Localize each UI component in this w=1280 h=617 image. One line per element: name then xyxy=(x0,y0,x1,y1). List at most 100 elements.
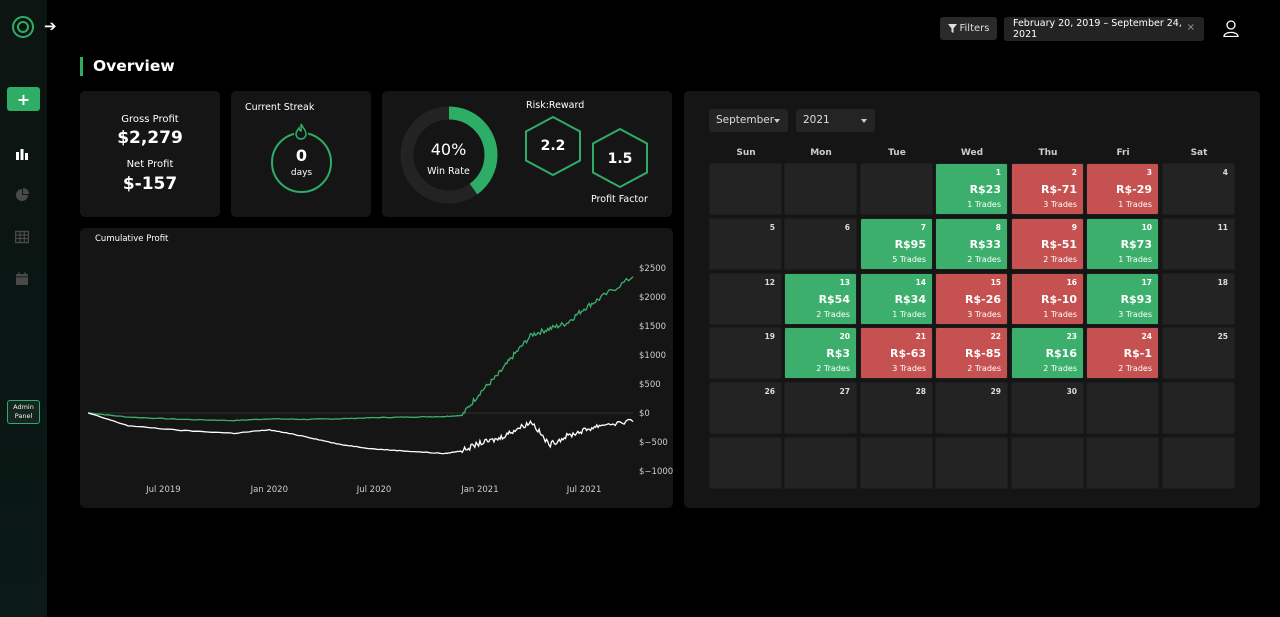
calendar-day[interactable]: 5 xyxy=(709,217,782,270)
date-range-picker[interactable]: February 20, 2019 – September 24, 2021 × xyxy=(1004,17,1204,41)
calendar-day[interactable]: 15 R$-26 3 Trades xyxy=(935,272,1008,325)
win-rate-arc xyxy=(400,106,498,204)
day-trade-count: 3 Trades xyxy=(892,364,926,374)
day-profit: R$-10 xyxy=(1041,292,1077,306)
bar-chart-icon[interactable] xyxy=(15,147,29,161)
day-number: 22 xyxy=(990,332,1001,342)
calendar-day[interactable] xyxy=(1086,437,1159,489)
day-number: 10 xyxy=(1141,222,1152,232)
filters-button[interactable]: Filters xyxy=(940,17,997,40)
day-number: 21 xyxy=(915,332,926,342)
calendar-day[interactable]: 7 R$95 5 Trades xyxy=(860,217,933,270)
day-number: 13 xyxy=(839,277,850,287)
day-trade-count: 2 Trades xyxy=(967,254,1001,264)
calendar-day[interactable] xyxy=(784,163,857,215)
calendar-day[interactable]: 4 xyxy=(1162,163,1235,215)
day-trade-count: 1 Trades xyxy=(1043,309,1077,319)
calendar-day[interactable]: 11 xyxy=(1162,217,1235,270)
streak-label: Current Streak xyxy=(245,102,315,113)
day-profit: R$54 xyxy=(818,292,850,306)
day-profit: R$-85 xyxy=(965,347,1001,361)
calendar-day[interactable]: 19 xyxy=(709,327,782,380)
clear-date-icon[interactable]: × xyxy=(1186,22,1195,33)
calendar-day[interactable] xyxy=(935,437,1008,489)
admin-panel-button[interactable]: Admin Panel xyxy=(7,400,40,424)
calendar-day[interactable]: 29 xyxy=(935,382,1008,435)
user-icon[interactable] xyxy=(1223,20,1239,37)
calendar-day[interactable] xyxy=(709,163,782,215)
calendar-day[interactable]: 26 xyxy=(709,382,782,435)
y-tick-label: $1000 xyxy=(639,351,666,361)
calendar-day[interactable]: 28 xyxy=(860,382,933,435)
day-number: 27 xyxy=(839,387,850,397)
weekday-header: Wed xyxy=(960,148,984,158)
calendar-day[interactable] xyxy=(860,163,933,215)
streak-unit: days xyxy=(290,168,313,178)
calendar-day[interactable]: 3 R$-29 1 Trades xyxy=(1086,163,1159,215)
calendar-day[interactable] xyxy=(1162,437,1235,489)
day-profit: R$16 xyxy=(1045,347,1077,361)
calendar-day[interactable]: 9 R$-51 2 Trades xyxy=(1011,217,1084,270)
calendar-day[interactable]: 14 R$34 1 Trades xyxy=(860,272,933,325)
day-trade-count: 1 Trades xyxy=(892,309,926,319)
streak-ring: 0 days xyxy=(271,132,332,193)
calendar-day[interactable]: 23 R$16 2 Trades xyxy=(1011,327,1084,380)
calendar-day[interactable]: 17 R$93 3 Trades xyxy=(1086,272,1159,325)
calendar-day[interactable]: 6 xyxy=(784,217,857,270)
calendar-day[interactable]: 30 xyxy=(1011,382,1084,435)
chart-title: Cumulative Profit xyxy=(95,234,169,244)
x-tick-label: Jul 2021 xyxy=(566,485,602,495)
day-number: 6 xyxy=(844,222,850,232)
admin-label-line2: Panel xyxy=(14,412,33,420)
x-tick-label: Jan 2021 xyxy=(460,485,498,495)
calendar-day[interactable]: 25 xyxy=(1162,327,1235,380)
weekday-header: Sun xyxy=(736,148,756,158)
calendar-day[interactable]: 8 R$33 2 Trades xyxy=(935,217,1008,270)
calendar-day[interactable]: 24 R$-1 2 Trades xyxy=(1086,327,1159,380)
day-number: 16 xyxy=(1066,277,1077,287)
calendar-day[interactable]: 16 R$-10 1 Trades xyxy=(1011,272,1084,325)
calendar-day[interactable]: 12 xyxy=(709,272,782,325)
calendar-day[interactable]: 2 R$-71 3 Trades xyxy=(1011,163,1084,215)
calendar-day[interactable]: 18 xyxy=(1162,272,1235,325)
day-trade-count: 2 Trades xyxy=(816,364,850,374)
table-icon[interactable] xyxy=(15,230,29,244)
win-rate-label: Win Rate xyxy=(427,166,470,177)
pie-chart-icon[interactable] xyxy=(15,188,29,202)
calendar-day[interactable] xyxy=(1011,437,1084,489)
calendar-day[interactable]: 10 R$73 1 Trades xyxy=(1086,217,1159,270)
y-tick-label: $2000 xyxy=(639,293,666,303)
calendar-day[interactable]: 13 R$54 2 Trades xyxy=(784,272,857,325)
calendar-day[interactable]: 21 R$-63 3 Trades xyxy=(860,327,933,380)
calendar-day[interactable]: 22 R$-85 2 Trades xyxy=(935,327,1008,380)
day-trade-count: 2 Trades xyxy=(1118,364,1152,374)
calendar-day[interactable] xyxy=(709,437,782,489)
calendar-day[interactable]: 1 R$23 1 Trades xyxy=(935,163,1008,215)
calendar-day[interactable] xyxy=(1086,382,1159,435)
calendar-day[interactable] xyxy=(784,437,857,489)
calendar-icon[interactable] xyxy=(15,272,29,286)
day-trade-count: 1 Trades xyxy=(1118,254,1152,264)
add-trade-button[interactable]: + xyxy=(7,87,40,111)
month-select[interactable]: September xyxy=(709,109,788,132)
weekday-header: Tue xyxy=(888,148,906,158)
day-trade-count: 3 Trades xyxy=(967,309,1001,319)
expand-sidebar-arrow-icon[interactable]: ➔ xyxy=(44,17,57,35)
day-number: 2 xyxy=(1071,168,1077,177)
day-number: 8 xyxy=(995,222,1001,232)
calendar-day[interactable]: 20 R$3 2 Trades xyxy=(784,327,857,380)
win-rate-value: 40% xyxy=(430,140,467,159)
risk-reward-value: 2.2 xyxy=(540,138,566,154)
day-number: 7 xyxy=(920,222,926,232)
year-select[interactable]: 2021 xyxy=(796,109,875,132)
calendar-day[interactable] xyxy=(860,437,933,489)
calendar-day[interactable]: 27 xyxy=(784,382,857,435)
calendar-day[interactable] xyxy=(1162,382,1235,435)
weekday-header: Thu xyxy=(1038,148,1058,158)
streak-card: Current Streak 0 days xyxy=(231,91,371,217)
y-tick-label: $−1000 xyxy=(639,467,673,477)
day-trade-count: 1 Trades xyxy=(967,200,1001,209)
day-profit: R$23 xyxy=(969,183,1001,196)
logo-icon[interactable] xyxy=(12,16,34,38)
day-number: 12 xyxy=(764,277,775,287)
